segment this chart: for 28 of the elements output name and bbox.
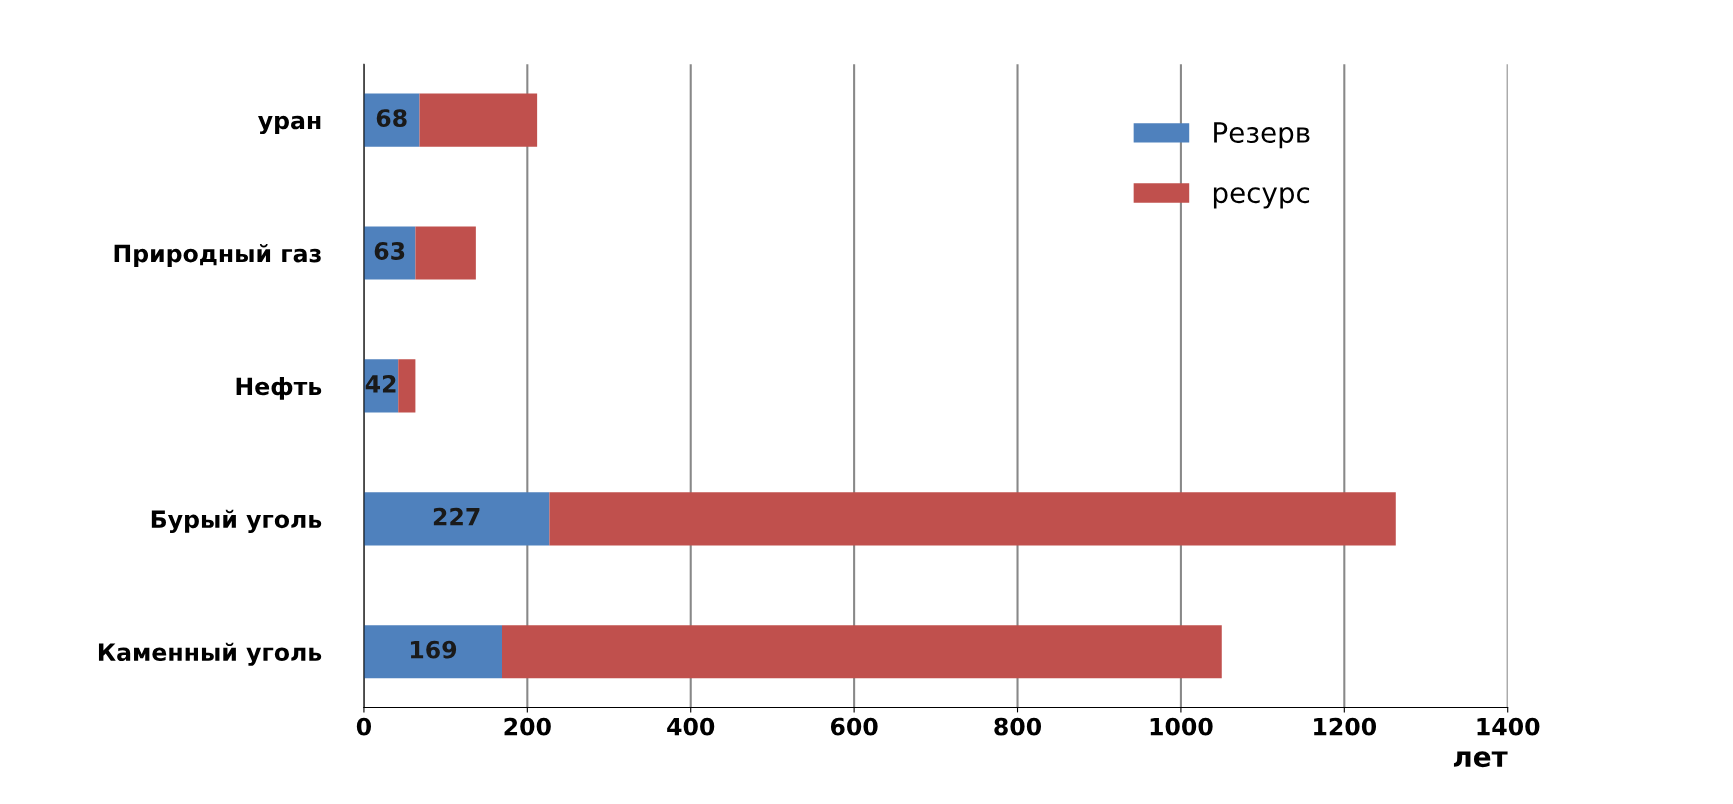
x-tick-label: 0 <box>356 717 372 736</box>
y-tick-label: уран <box>258 115 321 135</box>
y-tick-label: Каменный уголь <box>98 642 322 666</box>
bar <box>363 625 502 679</box>
data-label: 63 <box>374 242 405 260</box>
bar <box>415 226 476 280</box>
y-tick-label: Бурый уголь <box>151 509 322 533</box>
x-tick-label: 400 <box>667 717 715 736</box>
x-tick-label: 1200 <box>1314 717 1377 736</box>
data-label: 227 <box>433 507 480 526</box>
y-tick-label: Природный газ <box>114 244 321 267</box>
bar <box>363 492 550 546</box>
bar <box>549 492 1396 546</box>
x-tick-label: 1000 <box>1150 717 1213 736</box>
x-tick-label: 800 <box>994 717 1042 736</box>
legend-label: ресурс <box>1213 187 1310 209</box>
legend-label: Резерв <box>1214 122 1310 149</box>
bar <box>419 93 538 147</box>
data-label: 68 <box>376 109 407 127</box>
x-tick-label: 1400 <box>1477 717 1540 736</box>
x-tick-label: 200 <box>504 717 551 736</box>
bar <box>502 625 1222 679</box>
y-tick-label: Нефть <box>236 376 322 400</box>
x-axis-title: лет <box>1453 751 1508 768</box>
data-label: 169 <box>410 640 457 659</box>
data-label: 42 <box>365 374 396 393</box>
bar <box>398 359 416 413</box>
x-tick-label: 600 <box>830 717 878 736</box>
